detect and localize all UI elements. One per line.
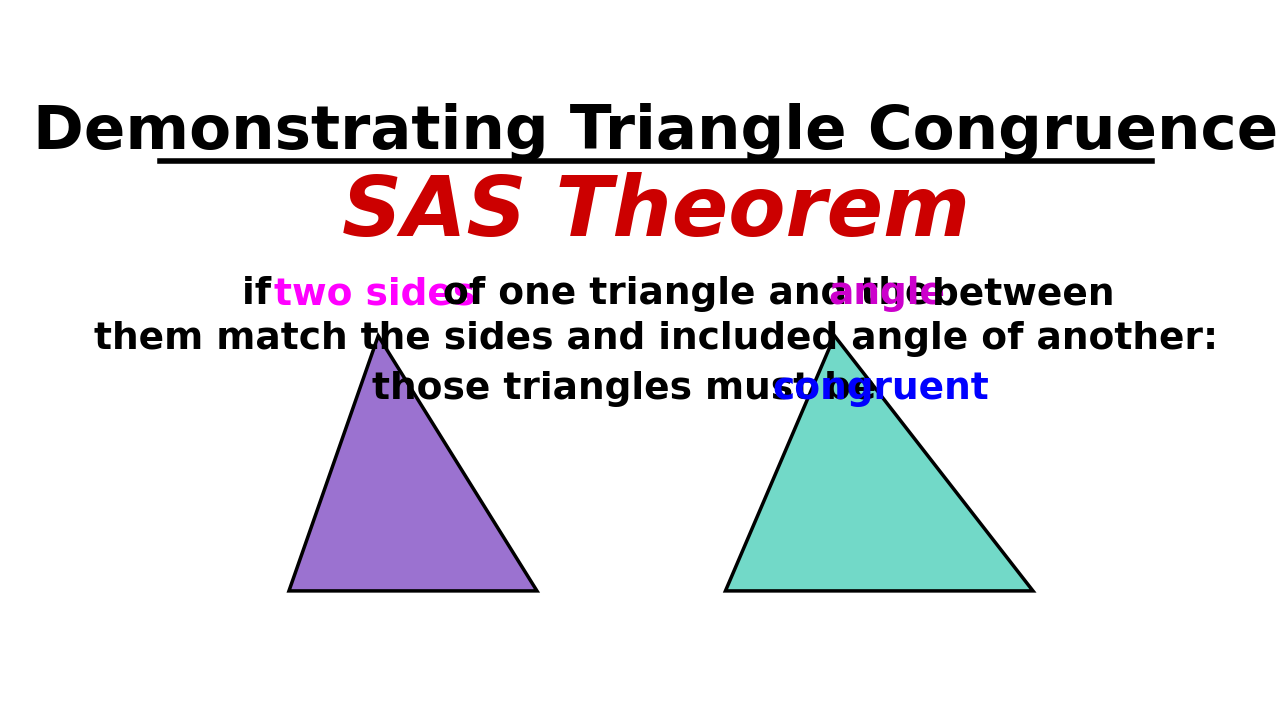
Text: SAS Theorem: SAS Theorem (342, 172, 970, 253)
Text: Demonstrating Triangle Congruence: Demonstrating Triangle Congruence (33, 103, 1279, 162)
Text: them match the sides and included angle of another:: them match the sides and included angle … (93, 320, 1219, 356)
Text: those triangles must be: those triangles must be (371, 371, 888, 407)
Text: two sides: two sides (274, 276, 476, 312)
Polygon shape (726, 336, 1033, 591)
Text: of one triangle and the: of one triangle and the (430, 276, 943, 312)
Text: congruent: congruent (773, 371, 989, 407)
Text: if: if (242, 276, 284, 312)
Text: angle: angle (828, 276, 945, 312)
Text: between: between (919, 276, 1115, 312)
Polygon shape (289, 336, 538, 591)
